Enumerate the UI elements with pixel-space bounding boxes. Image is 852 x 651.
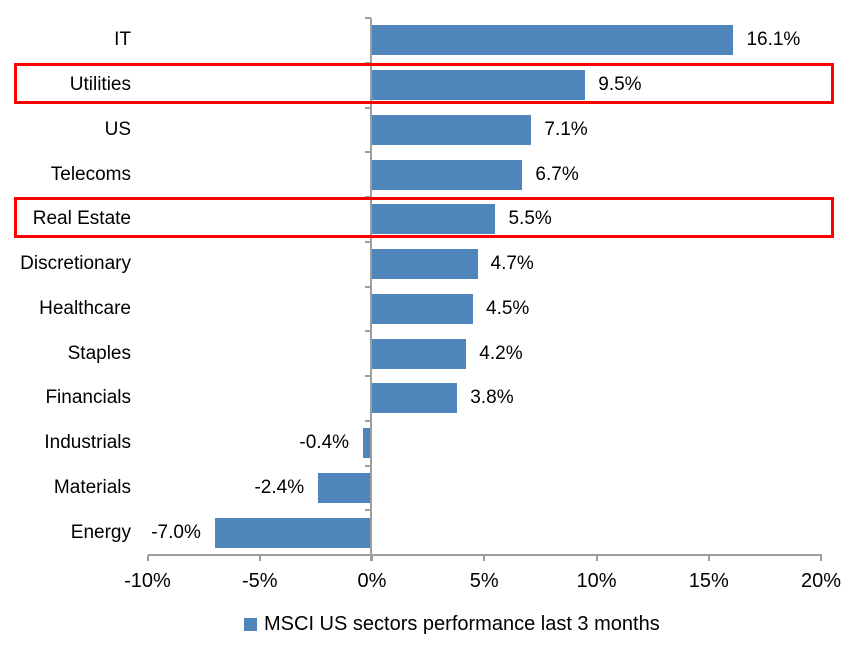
category-axis-tick: [365, 151, 371, 154]
x-axis-tick-label: 5%: [469, 570, 499, 592]
category-axis-tick: [365, 17, 371, 19]
value-label: 5.5%: [508, 208, 552, 230]
category-label: IT: [114, 29, 131, 51]
category-label: US: [104, 118, 131, 140]
category-axis-tick: [365, 330, 371, 333]
category-label: Staples: [67, 342, 131, 364]
x-axis-tick: [707, 555, 710, 561]
x-axis-tick: [371, 555, 373, 561]
legend-marker-icon: [244, 617, 257, 631]
x-axis-tick-label: 0%: [357, 570, 387, 592]
bar: [372, 293, 474, 324]
bar: [372, 159, 523, 190]
x-axis-tick-label: 15%: [688, 570, 729, 592]
category-axis-tick: [365, 509, 371, 512]
x-axis-tick-label: -10%: [124, 570, 171, 592]
value-label: 4.2%: [479, 342, 523, 364]
value-label: -2.4%: [254, 476, 305, 498]
category-axis-tick: [365, 106, 371, 109]
value-label: 9.5%: [598, 74, 642, 96]
category-axis-tick: [365, 375, 371, 377]
category-label: Materials: [53, 476, 131, 498]
legend: MSCI US sectors performance last 3 month…: [244, 611, 660, 637]
value-label: 3.8%: [470, 387, 514, 409]
bar: [372, 70, 586, 101]
bar: [372, 383, 458, 414]
value-label: 4.5%: [486, 297, 530, 319]
x-axis-tick-label: -5%: [241, 570, 278, 592]
category-axis-tick: [365, 285, 371, 288]
category-label: Utilities: [69, 74, 131, 96]
x-axis-tick: [595, 555, 598, 561]
category-label: Energy: [70, 521, 131, 543]
category-label: Discretionary: [20, 253, 131, 275]
x-axis-tick-label: 10%: [576, 570, 617, 592]
bar: [372, 204, 496, 235]
bar: [372, 114, 532, 145]
bar: [372, 25, 734, 56]
x-axis-tick-label: 20%: [800, 570, 842, 592]
bar: [318, 472, 372, 503]
category-label: Real Estate: [32, 208, 131, 230]
x-axis-tick: [146, 555, 149, 561]
bar: [372, 338, 467, 369]
category-label: Healthcare: [39, 297, 131, 319]
category-axis-tick: [365, 240, 371, 243]
value-label: 6.7%: [535, 163, 579, 185]
bar: [372, 249, 478, 280]
category-axis-tick: [365, 464, 371, 467]
zero-axis-line: [370, 18, 372, 561]
category-label: Telecoms: [50, 163, 131, 185]
bar: [214, 517, 372, 548]
x-axis-tick: [820, 555, 822, 561]
value-label: 7.1%: [544, 118, 588, 140]
highlight-box-utilities: [14, 62, 834, 104]
highlight-box-real-estate: [14, 197, 834, 238]
bar: [363, 428, 372, 459]
legend-label: MSCI US sectors performance last 3 month…: [264, 612, 660, 635]
value-label: 4.7%: [490, 253, 534, 275]
value-label: 16.1%: [746, 29, 801, 51]
category-axis-tick: [365, 419, 371, 422]
value-label: -0.4%: [299, 432, 350, 454]
x-axis-tick: [483, 555, 486, 561]
category-label: Financials: [45, 387, 131, 409]
value-label: -7.0%: [151, 521, 201, 543]
category-label: Industrials: [44, 432, 131, 454]
x-axis-tick: [258, 555, 261, 561]
